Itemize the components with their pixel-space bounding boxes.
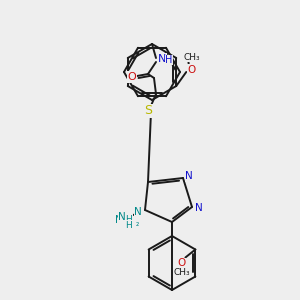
Text: O: O bbox=[177, 259, 185, 269]
Text: N: N bbox=[134, 207, 142, 217]
Text: H: H bbox=[165, 55, 172, 65]
Text: O: O bbox=[187, 65, 195, 75]
Text: N: N bbox=[158, 54, 166, 64]
Text: H: H bbox=[126, 220, 132, 230]
Text: H: H bbox=[126, 214, 132, 224]
Text: CH₃: CH₃ bbox=[173, 268, 190, 277]
Text: ₂: ₂ bbox=[135, 218, 139, 227]
Text: N: N bbox=[195, 203, 203, 213]
Text: O: O bbox=[128, 72, 136, 82]
Text: N: N bbox=[185, 171, 193, 181]
Text: CH₃: CH₃ bbox=[184, 52, 201, 62]
Text: N: N bbox=[118, 212, 126, 222]
Text: NH: NH bbox=[115, 215, 131, 225]
Text: S: S bbox=[144, 104, 152, 118]
